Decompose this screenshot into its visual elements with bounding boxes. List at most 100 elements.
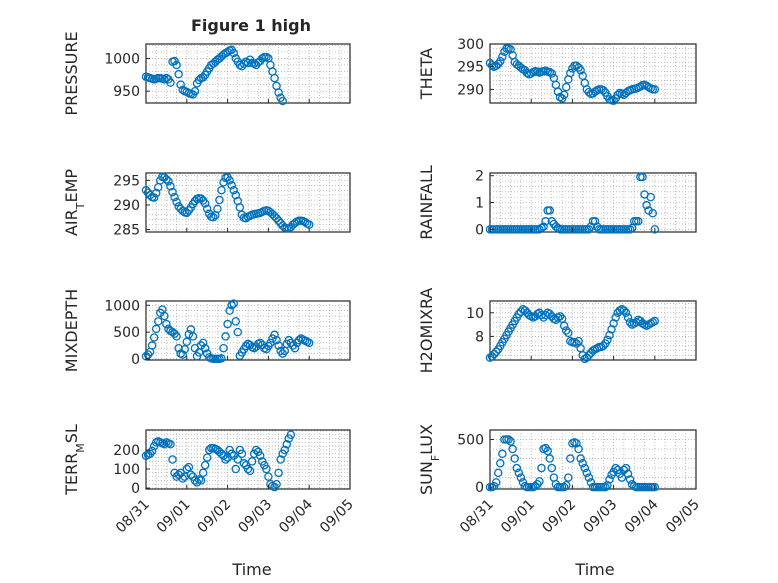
data-point: [559, 321, 569, 331]
data-point: [227, 301, 236, 310]
plot-area: [145, 43, 351, 104]
y-tick-label: 500: [113, 325, 140, 341]
data-point: [621, 308, 631, 318]
data-point: [564, 473, 573, 482]
data-point: [264, 472, 273, 481]
data-point: [209, 212, 218, 222]
data-point: [516, 473, 526, 482]
data-point: [561, 480, 571, 490]
data-point: [601, 482, 610, 492]
data-point: [487, 61, 497, 70]
data-point: [590, 217, 600, 226]
data-point: [547, 69, 557, 78]
data-point: [553, 223, 563, 233]
data-point: [151, 324, 161, 334]
data-point: [182, 208, 192, 218]
data-point: [180, 345, 190, 354]
y-tick-label: 500: [457, 433, 484, 449]
data-series: [141, 172, 314, 233]
data-point: [172, 332, 181, 341]
data-point: [245, 466, 255, 476]
data-point: [286, 430, 296, 440]
data-point: [213, 204, 222, 214]
data-point: [650, 85, 660, 94]
data-point: [574, 444, 583, 454]
data-point: [170, 192, 179, 202]
x-tick-label: 08/31: [113, 497, 153, 537]
data-point: [217, 449, 226, 459]
data-point: [522, 68, 532, 78]
data-point: [623, 469, 633, 479]
data-point: [231, 464, 241, 474]
data-point: [225, 306, 234, 315]
data-point: [221, 332, 230, 341]
y-tick-label: 8: [475, 329, 484, 345]
data-point: [274, 216, 283, 225]
data-point: [607, 325, 616, 334]
data-point: [190, 86, 200, 96]
data-point: [229, 185, 238, 195]
x-tick-label: 09/05: [317, 497, 357, 537]
data-point: [625, 317, 635, 327]
y-tick-label: 0: [131, 352, 140, 368]
x-axis-label-right: Time: [574, 560, 614, 579]
data-point: [520, 306, 530, 315]
y-tick-label: 950: [113, 84, 140, 100]
data-point: [496, 56, 505, 66]
data-point: [506, 437, 515, 446]
y-tick-label: 290: [457, 82, 484, 98]
data-point: [233, 455, 243, 464]
data-point: [227, 449, 236, 459]
data-point: [605, 475, 614, 484]
data-point: [650, 316, 660, 326]
data-point: [578, 459, 587, 468]
data-point: [491, 478, 501, 487]
data-point: [272, 479, 281, 489]
data-point: [219, 343, 228, 353]
data-point: [646, 192, 655, 202]
data-point: [278, 96, 287, 106]
data-point: [609, 96, 618, 105]
data-point: [280, 445, 289, 455]
data-point: [274, 341, 283, 350]
data-point: [539, 313, 548, 322]
data-series: [141, 299, 314, 364]
data-point: [223, 47, 232, 57]
data-point: [496, 459, 505, 468]
y-tick-label: 0: [131, 481, 140, 497]
data-point: [160, 311, 169, 321]
data-point: [559, 90, 569, 100]
subplot-mixdepth: 0 500 1000 MIXDEPTH: [62, 289, 351, 372]
y-tick-label: 2: [475, 169, 484, 185]
plot-area: [145, 172, 351, 233]
y-tick-label: 295: [457, 60, 484, 76]
data-point: [198, 468, 208, 478]
data-point: [239, 459, 249, 468]
data-point: [221, 455, 230, 464]
data-point: [178, 206, 187, 216]
data-point: [174, 69, 183, 79]
data-series: [485, 44, 660, 105]
data-point: [202, 204, 212, 214]
data-point: [555, 92, 565, 102]
x-tick-label: 09/05: [663, 497, 703, 537]
data-point: [611, 463, 620, 473]
data-point: [176, 80, 185, 89]
data-point: [168, 187, 177, 197]
data-point: [650, 225, 660, 234]
data-point: [290, 343, 300, 353]
data-point: [541, 310, 550, 320]
y-axis-label: AIRTEMP: [62, 169, 87, 236]
y-tick-label: 285: [113, 223, 140, 239]
data-point: [231, 317, 241, 326]
data-point: [147, 341, 157, 350]
data-point: [487, 352, 497, 361]
data-series: [141, 430, 296, 492]
data-point: [178, 350, 187, 359]
data-point: [586, 222, 596, 231]
data-point: [516, 307, 526, 316]
data-point: [241, 341, 251, 351]
data-point: [223, 319, 232, 329]
data-point: [149, 333, 159, 342]
